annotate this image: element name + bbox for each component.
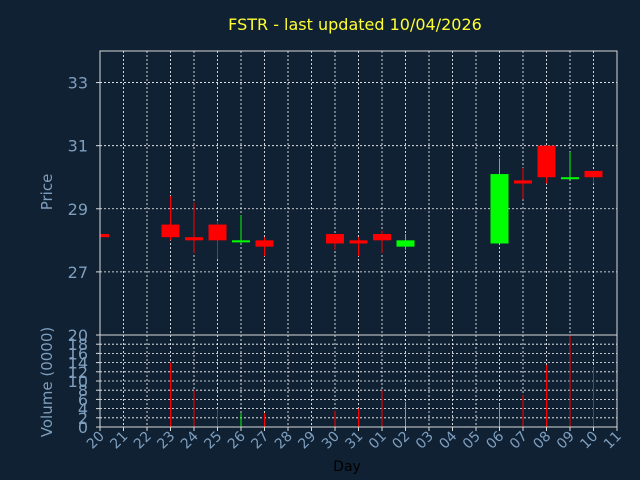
- price-tick-label: 29: [68, 200, 88, 219]
- candle-body: [161, 224, 180, 238]
- chart-title: FSTR - last updated 10/04/2026: [228, 15, 482, 34]
- volume-tick-label: 12: [68, 363, 88, 382]
- x-tick-label: 29: [295, 429, 319, 453]
- candle-body: [255, 240, 274, 247]
- volume-tick-label: 0: [78, 418, 88, 437]
- candle: [537, 145, 556, 184]
- volume-tick-label: 18: [68, 335, 88, 354]
- price-tick-label: 31: [68, 137, 88, 156]
- candle: [232, 215, 250, 244]
- price-axis-label: Price: [38, 174, 56, 211]
- candle: [514, 167, 532, 200]
- x-axis: 20 21 22 23 24 25 26 27 28 29 30 31 01 02 03 04 05 06 07 08…: [84, 427, 625, 452]
- x-tick-label: 07: [507, 429, 531, 453]
- x-tick-label: 10: [577, 429, 601, 453]
- x-tick-label: 04: [436, 428, 460, 452]
- candle: [161, 196, 180, 241]
- candle-body: [185, 237, 203, 241]
- x-tick-label: 11: [601, 429, 625, 453]
- x-tick-label: 23: [154, 429, 178, 453]
- candle-body: [584, 170, 603, 178]
- candle: [490, 158, 509, 244]
- volume-tick-label: 6: [78, 390, 88, 409]
- x-tick-label: 02: [389, 429, 413, 453]
- candle: [99, 234, 109, 238]
- x-tick-label: 06: [483, 428, 507, 452]
- x-tick-label: 27: [248, 429, 272, 453]
- candle: [255, 237, 274, 257]
- x-tick-label: 03: [413, 429, 437, 453]
- volume-tick-label: 8: [78, 381, 88, 400]
- candle-body: [490, 174, 509, 244]
- candle-body: [514, 180, 532, 184]
- candle: [349, 237, 368, 257]
- x-tick-label: 26: [225, 428, 249, 452]
- candle-body: [561, 177, 579, 180]
- candle: [396, 234, 415, 250]
- candle-body: [326, 234, 344, 244]
- x-tick-label: 25: [201, 429, 225, 453]
- x-tick-label: 09: [554, 429, 578, 453]
- candle: [561, 151, 579, 180]
- candle: [326, 234, 344, 250]
- candle-body: [208, 224, 227, 241]
- price-tick-label: 27: [68, 263, 88, 282]
- volume-tick-label: 4: [78, 400, 88, 419]
- candle-body: [232, 240, 250, 243]
- volume-tick-label: 20: [68, 326, 88, 345]
- candle: [373, 230, 391, 253]
- volume-tick-label: 16: [68, 344, 88, 363]
- volume-tick-label: 14: [68, 354, 88, 373]
- candle: [185, 202, 203, 253]
- candle-body: [537, 145, 556, 178]
- x-tick-label: 01: [366, 429, 390, 453]
- price-panel: 27 29 31 33: [68, 50, 618, 336]
- volume-axis-label: Volume (0000): [38, 327, 56, 437]
- volume-tick-label: 2: [78, 409, 88, 428]
- x-axis-label: Day: [333, 459, 361, 475]
- candle-body: [396, 240, 415, 247]
- x-tick-label: 08: [530, 429, 554, 453]
- x-tick-label: 28: [272, 429, 296, 453]
- volume-tick-label: 10: [68, 372, 88, 391]
- x-tick-label: 22: [131, 429, 155, 453]
- candle-body: [100, 234, 109, 238]
- candle: [208, 221, 227, 260]
- candle-body: [373, 234, 391, 241]
- x-tick-label: 24: [178, 428, 202, 452]
- x-tick-label: 31: [342, 429, 366, 453]
- x-tick-label: 05: [460, 429, 484, 453]
- candle: [584, 170, 603, 184]
- x-tick-label: 21: [107, 429, 131, 453]
- x-tick-label: 30: [319, 429, 343, 453]
- candle-body: [349, 240, 368, 244]
- price-tick-label: 33: [68, 74, 88, 93]
